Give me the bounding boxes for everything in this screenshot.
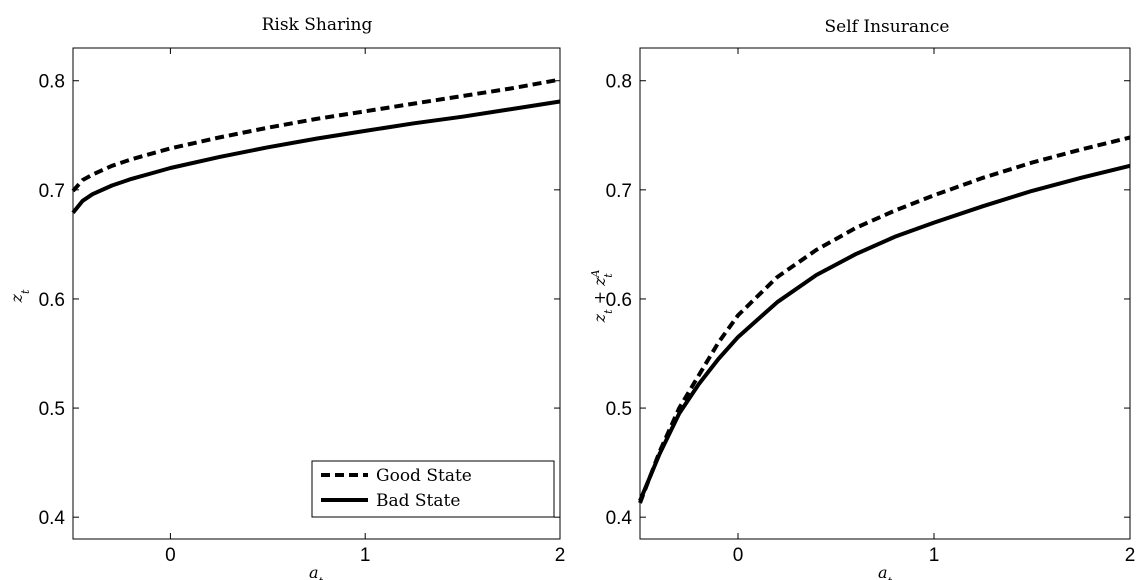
y-tick-label: 0.6 — [39, 290, 65, 311]
y-tick-label: 0.7 — [39, 181, 65, 202]
x-tick-label: 2 — [555, 545, 566, 566]
x-tick-label: 0 — [165, 545, 176, 566]
y-tick-label: 0.8 — [39, 72, 65, 93]
y-tick-label: 0.7 — [606, 181, 632, 202]
x-tick-label: 2 — [1125, 545, 1136, 566]
y-tick-label: 0.8 — [606, 72, 632, 93]
legend: Good State Bad State — [311, 460, 555, 518]
chart-title: Risk Sharing — [262, 15, 373, 35]
plot-frame — [72, 47, 561, 540]
y-tick-label: 0.6 — [606, 290, 632, 311]
series-line-bad-state — [638, 163, 1131, 502]
chart-title: Self Insurance — [825, 17, 950, 37]
legend-label-good-state: Good State — [376, 466, 472, 486]
x-tick-label: 0 — [733, 545, 744, 566]
series-line-good-state — [71, 77, 561, 193]
legend-box — [311, 460, 555, 518]
series-line-good-state — [638, 135, 1131, 504]
y-tick-label: 0.5 — [39, 399, 65, 420]
y-axis-label: zt — [7, 289, 32, 303]
legend-label-bad-state: Bad State — [376, 491, 460, 511]
y-tick-label: 0.4 — [606, 508, 633, 529]
x-axis-label: at — [309, 563, 324, 580]
x-axis-label: at — [878, 563, 893, 580]
panel-self-insurance: Self Insurance 0.40.50.60.70.80 1 2 zt + z… — [589, 17, 1136, 580]
y-tick-label: 0.4 — [39, 508, 66, 529]
series-line-bad-state — [71, 99, 561, 215]
panel-risk-sharing: Risk Sharing 0.4 0.5 0.6 0.7 0.8 0 1 2 zt at Go… — [7, 15, 565, 580]
x-tick-label: 1 — [360, 545, 371, 566]
y-tick-label: 0.5 — [606, 399, 632, 420]
plot-frame — [639, 47, 1131, 540]
x-tick-label: 1 — [929, 545, 940, 566]
